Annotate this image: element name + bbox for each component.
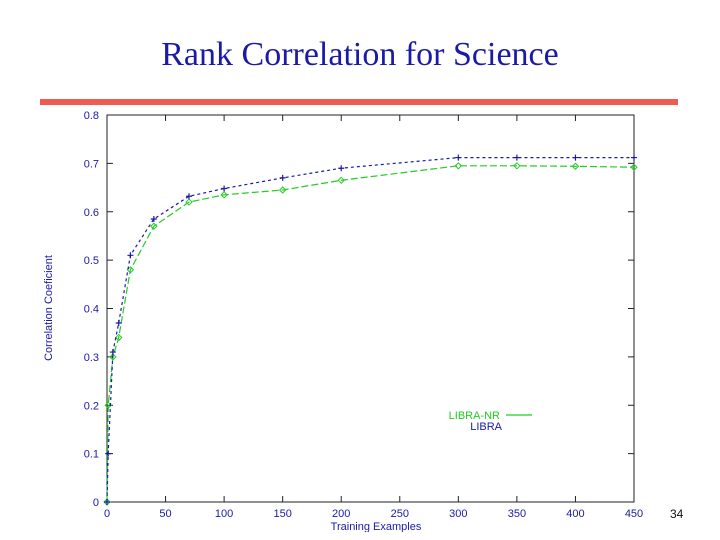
y-tick-label: 0.6 — [84, 207, 99, 219]
data-point-libra-nr — [513, 162, 521, 170]
data-point-libra — [105, 450, 112, 457]
x-tick-label: 400 — [566, 508, 584, 520]
axis-ticks: 0 0.1 0.2 0.3 0.4 0.5 0.6 0.7 0.8 0 50 100 150 200 250… — [84, 110, 643, 520]
y-tick-label: 0.1 — [84, 449, 99, 461]
data-point-libra-nr — [571, 162, 580, 170]
data-point-libra-nr — [337, 176, 345, 185]
data-point-libra — [279, 174, 286, 181]
data-point-libra — [338, 165, 345, 172]
page-number: 34 — [670, 507, 684, 521]
x-tick-label: 300 — [449, 508, 467, 520]
x-tick-label: 0 — [104, 508, 110, 520]
data-point-libra — [221, 185, 228, 192]
y-tick-label: 0.7 — [84, 158, 99, 170]
chart-background — [40, 108, 648, 532]
data-point-libra-nr — [150, 222, 158, 230]
data-point-libra-nr — [109, 353, 117, 361]
y-tick-label: 0.5 — [84, 255, 99, 267]
data-point-libra — [127, 252, 134, 259]
legend: LIBRA-NR LIBRA — [449, 410, 532, 433]
y-tick-label: 0.4 — [84, 304, 99, 316]
data-point-libra-nr — [185, 198, 193, 206]
data-point-libra — [455, 154, 462, 161]
title-divider — [40, 99, 678, 105]
data-point-libra-nr — [115, 333, 123, 342]
y-tick-label: 0 — [93, 497, 99, 509]
x-tick-label: 350 — [508, 508, 526, 520]
series-line-libra-nr — [106, 165, 635, 503]
y-tick-label: 0.8 — [84, 110, 99, 122]
data-point-libra-nr — [220, 191, 228, 199]
legend-label-libra: LIBRA — [470, 421, 502, 433]
y-tick-label: 0.2 — [84, 400, 99, 412]
data-point-libra-nr — [454, 162, 463, 170]
data-point-libra-nr — [278, 186, 287, 194]
y-tick-label: 0.3 — [84, 352, 99, 364]
chart: 0 0.1 0.2 0.3 0.4 0.5 0.6 0.7 0.8 0 50 100 150 200 250… — [40, 108, 648, 533]
slide-title: Rank Correlation for Science — [161, 36, 559, 73]
series-layer — [103, 154, 638, 506]
data-point-libra — [104, 499, 110, 505]
x-tick-label: 100 — [215, 508, 233, 520]
x-axis-label: Training Examples — [331, 521, 422, 532]
data-point-libra — [115, 320, 122, 327]
data-point-libra — [109, 349, 116, 356]
data-point-libra-nr — [630, 163, 638, 171]
data-point-libra — [150, 216, 157, 223]
data-point-libra — [572, 154, 579, 161]
y-axis-label: Correlation Coeficient — [43, 255, 55, 361]
x-tick-label: 250 — [391, 508, 409, 520]
series-line-libra — [106, 156, 634, 503]
data-point-libra — [185, 193, 192, 200]
x-tick-label: 50 — [159, 508, 171, 520]
data-point-libra — [513, 154, 520, 161]
x-tick-label: 200 — [332, 508, 350, 520]
legend-label-libra-nr: LIBRA-NR — [449, 410, 500, 422]
chart-svg: 0 0.1 0.2 0.3 0.4 0.5 0.6 0.7 0.8 0 50 100 150 200 250… — [40, 108, 648, 533]
x-tick-label: 150 — [273, 508, 291, 520]
x-tick-label: 450 — [625, 508, 643, 520]
data-point-libra — [631, 154, 637, 161]
